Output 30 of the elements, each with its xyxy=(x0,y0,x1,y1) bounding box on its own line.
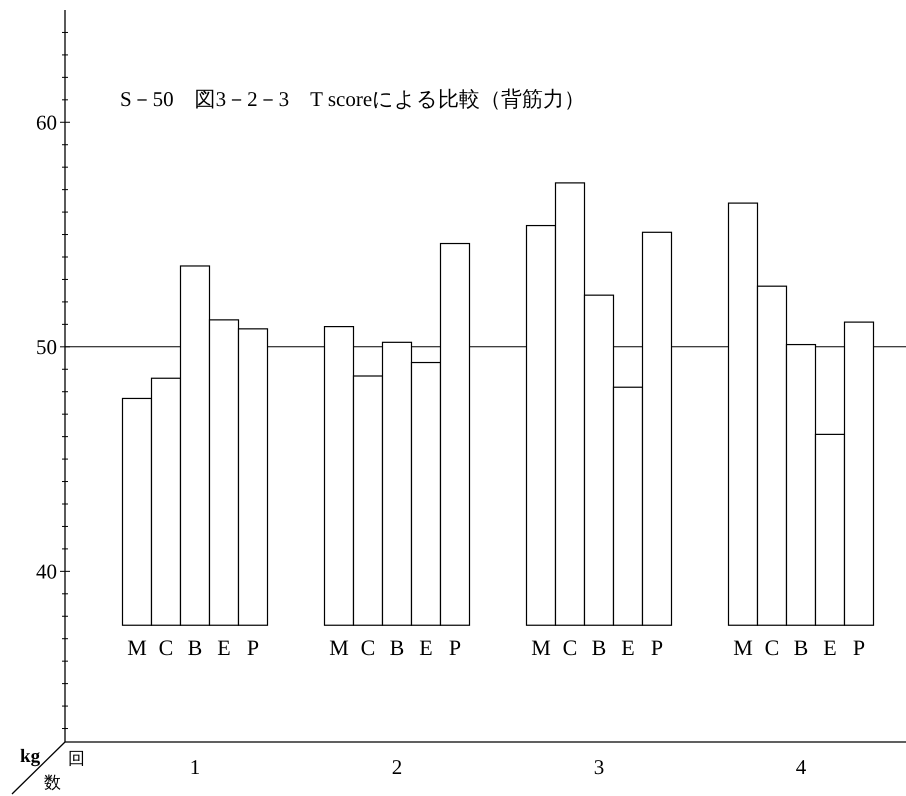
series-label: C xyxy=(764,635,780,660)
ylabel: kg xyxy=(20,746,40,767)
series-label: B xyxy=(188,635,202,660)
series-label: E xyxy=(621,635,635,660)
x-tick-label: 1 xyxy=(190,755,200,779)
series-label: C xyxy=(158,635,174,660)
y-tick-label: 40 xyxy=(36,559,57,584)
series-label: B xyxy=(794,635,808,660)
series-label: C xyxy=(360,635,376,660)
xlabel: 回数 xyxy=(44,749,85,792)
series-label: P xyxy=(852,635,866,660)
series-label: C xyxy=(562,635,578,660)
y-tick-label: 50 xyxy=(36,334,57,359)
series-label: M xyxy=(127,635,147,660)
title: S－50 図3－2－3 T scoreによる比較（背筋力） xyxy=(120,87,586,111)
y-tick-label: 60 xyxy=(36,110,57,134)
series-label: E xyxy=(419,635,433,660)
x-tick-label: 4 xyxy=(796,755,806,779)
x-tick-label: 3 xyxy=(594,755,604,779)
series-label: B xyxy=(592,635,606,660)
series-label: M xyxy=(733,635,753,660)
series-label: E xyxy=(823,635,837,660)
series-label: E xyxy=(217,635,231,660)
series-label: B xyxy=(390,635,404,660)
x-tick-label: 2 xyxy=(392,755,402,779)
series-label: P xyxy=(650,635,664,660)
series-label: P xyxy=(246,635,260,660)
series-label: M xyxy=(531,635,551,660)
series-label: P xyxy=(448,635,462,660)
series-label: M xyxy=(329,635,349,660)
